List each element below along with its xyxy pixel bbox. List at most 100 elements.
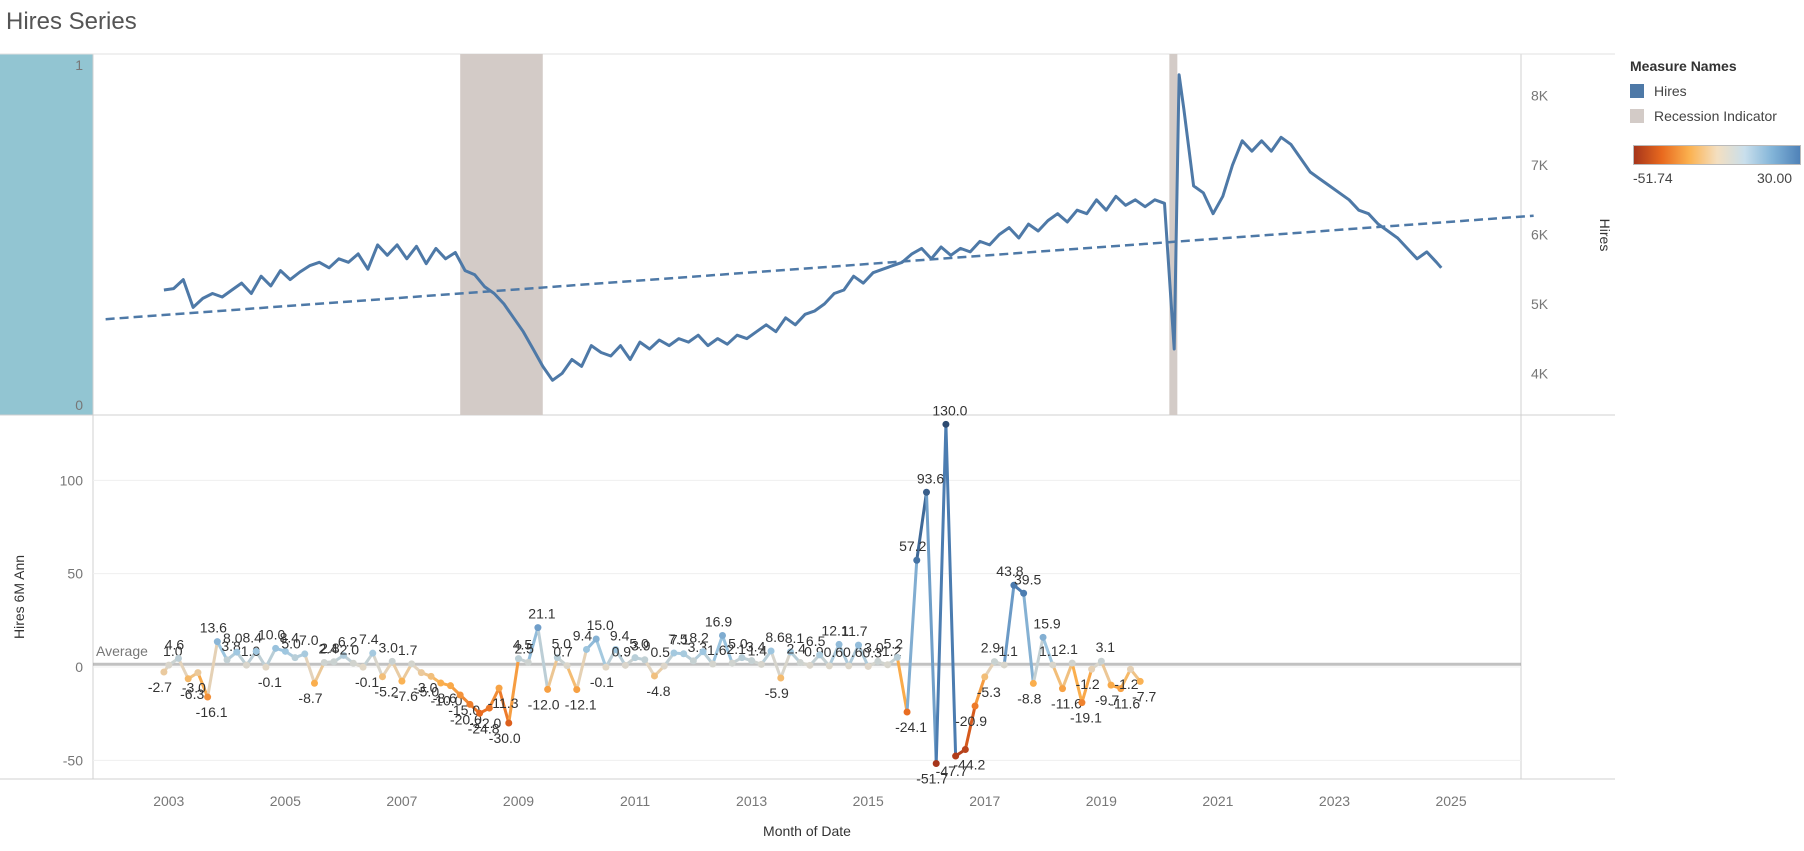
hires6m-point (272, 644, 280, 652)
hires6m-label: 5.0 (281, 636, 301, 652)
hires6m-point (437, 679, 445, 687)
hires6m-label: -30.0 (489, 730, 521, 746)
hires6m-point (786, 648, 794, 656)
hires6m-label: -5.9 (765, 685, 789, 701)
hires6m-point (233, 648, 241, 656)
hires6m-point (1068, 659, 1076, 667)
hires6m-point (359, 663, 367, 671)
x-tick-2019: 2019 (1086, 793, 1117, 809)
hires6m-label: 9.4 (610, 627, 630, 643)
y-left2-tick-50: 50 (67, 566, 83, 582)
hires6m-point (408, 660, 416, 668)
hires6m-segment (536, 626, 550, 691)
y-right-tick-7K: 7K (1531, 157, 1549, 173)
hires6m-label: -7.7 (1132, 688, 1156, 704)
legend-label-recession: Recession Indicator (1654, 107, 1777, 124)
hires6m-label: 21.1 (528, 606, 555, 622)
hires6m-label: 1.1 (998, 643, 1018, 659)
hires6m-label: -1.2 (1076, 676, 1100, 692)
hires6m-point (942, 420, 950, 428)
hires6m-label: -10.0 (431, 693, 463, 709)
hires6m-segment (1060, 661, 1074, 691)
hires6m-point (223, 656, 231, 664)
hires6m-label: -8.8 (1017, 690, 1041, 706)
hires6m-segment (1099, 659, 1113, 687)
hires6m-point (495, 684, 503, 692)
hires6m-label: 3.0 (378, 639, 398, 655)
hires6m-segment (837, 642, 851, 668)
hires6m-point (573, 686, 581, 694)
hires6m-label: 5.2 (884, 635, 904, 651)
hires6m-label: -8.7 (298, 690, 322, 706)
hires6m-segment (1119, 667, 1132, 691)
x-tick-2023: 2023 (1319, 793, 1350, 809)
hires6m-label: 13.6 (200, 620, 227, 636)
bottom-panel-frame (92, 414, 1522, 780)
hires6m-label: 6.2 (338, 633, 358, 649)
hires6m-segment (390, 659, 404, 683)
hires6m-point (932, 760, 940, 768)
y-right-tick-6K: 6K (1531, 227, 1549, 243)
hires6m-label: -11.3 (488, 695, 519, 711)
hires6m-label: 1.7 (398, 642, 418, 658)
hires6m-point (505, 719, 513, 727)
hires6m-label: 2.4 (786, 641, 806, 657)
hires6m-point (825, 662, 833, 670)
hires6m-point (689, 657, 697, 665)
hires6m-label: -2.7 (148, 679, 172, 695)
hires6m-point (378, 673, 386, 681)
hires6m-segment (895, 655, 909, 714)
hires6m-segment (176, 656, 190, 681)
hires6m-point (699, 648, 707, 656)
hires6m-segment (905, 558, 919, 714)
hires6m-label: -16.1 (196, 704, 228, 720)
hires6m-label: 2.8 (320, 640, 340, 656)
hires6m-label: 8.4 (242, 629, 262, 645)
y-left2-tick--50: -50 (63, 752, 83, 768)
hires6m-point (602, 663, 610, 671)
hires6m-label: 0.5 (650, 644, 670, 660)
hires6m-label: 7.0 (299, 632, 319, 648)
hires6m-segment (196, 671, 210, 699)
hires6m-point (174, 654, 182, 662)
hires6m-point (1136, 677, 1144, 685)
hires6m-label: 3.9 (631, 638, 651, 654)
hires6m-point (777, 674, 785, 682)
x-axis-title: Month of Date (763, 823, 851, 839)
hires6m-segment (720, 633, 734, 665)
legend-swatch-hires (1630, 83, 1644, 98)
hires6m-segment (1022, 591, 1035, 685)
hires6m-label: 7.5 (668, 631, 688, 647)
hires6m-label: -0.1 (355, 674, 379, 690)
hires6m-label: 6.5 (806, 633, 826, 649)
hires6m-label: 9.4 (573, 627, 593, 643)
hires6m-label: -0.1 (258, 674, 282, 690)
hires6m-segment (779, 650, 792, 680)
y-right-axis-title: Hires (1597, 219, 1613, 252)
hires6m-segment (963, 704, 977, 752)
y-left2-tick-100: 100 (60, 472, 84, 488)
hires6m-point (1049, 661, 1057, 669)
hires6m-point (349, 659, 357, 667)
hires6m-point (835, 640, 843, 648)
legend-item-recession[interactable]: Recession Indicator (1630, 103, 1800, 128)
hires6m-label: 2.1 (1058, 641, 1078, 657)
hires6m-point (767, 647, 775, 655)
hires6m-point (427, 672, 435, 680)
hires6m-label: -20.9 (955, 713, 987, 729)
legend-title: Measure Names (1630, 58, 1737, 74)
hires6m-label: 1.1 (1039, 643, 1059, 659)
hires6m-point (660, 662, 668, 670)
legend-item-hires[interactable]: Hires (1630, 78, 1800, 103)
hires6m-point (1126, 665, 1134, 673)
hires6m-segment (915, 490, 928, 562)
hires6m-point (1000, 661, 1008, 669)
legend: Measure Names Hires Recession Indicator (1630, 58, 1800, 128)
hires6m-label: 5.0 (728, 636, 748, 652)
hires6m-point (1117, 685, 1125, 693)
hires6m-point (1088, 665, 1096, 673)
hires6m-label: -11.6 (1109, 696, 1140, 712)
hires6m-label: 3.1 (1096, 639, 1116, 655)
hires6m-point (612, 645, 620, 653)
hires6m-segment (847, 643, 860, 668)
